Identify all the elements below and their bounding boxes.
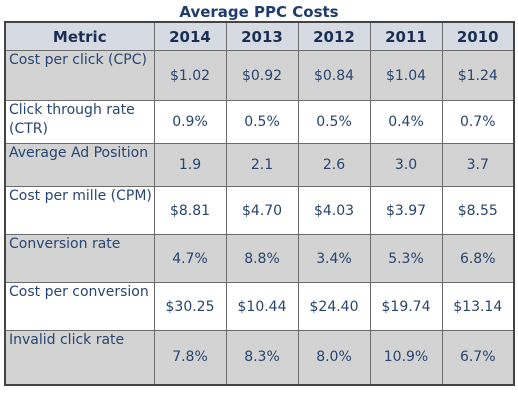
value-cell-2013: $0.92 (225, 50, 299, 101)
header-row: Metric 2014 2013 2012 2011 2010 (4, 21, 515, 51)
header-year-2013: 2013 (225, 21, 299, 51)
value-cell-2010: 3.7 (441, 143, 515, 187)
metric-label: Cost per mille (CPM) (4, 186, 155, 235)
value-cell-2011: $1.04 (369, 50, 443, 101)
value-cell-2010: 6.7% (441, 330, 515, 385)
metric-label: Cost per conversion (4, 282, 155, 331)
table-row: Average Ad Position 1.9 2.1 2.6 3.0 3.7 (4, 143, 515, 187)
value-cell-2011: 0.4% (369, 100, 443, 144)
value-cell-2013: $10.44 (225, 282, 299, 331)
value-cell-2011: 10.9% (369, 330, 443, 385)
value-cell-2014: 4.7% (153, 234, 227, 283)
table-row: Click through rate (CTR) 0.9% 0.5% 0.5% 0.4%… (4, 100, 515, 144)
metric-label: Conversion rate (4, 234, 155, 283)
value-cell-2014: 1.9 (153, 143, 227, 187)
table-row: Cost per mille (CPM) $8.81 $4.70 $4.03 $3.97… (4, 186, 515, 235)
value-cell-2014: 0.9% (153, 100, 227, 144)
table-row: Cost per conversion $30.25 $10.44 $24.40 $19… (4, 282, 515, 331)
value-cell-2013: 2.1 (225, 143, 299, 187)
value-cell-2011: $3.97 (369, 186, 443, 235)
value-cell-2014: $30.25 (153, 282, 227, 331)
value-cell-2012: 8.0% (297, 330, 371, 385)
value-cell-2010: 6.8% (441, 234, 515, 283)
value-cell-2010: $13.14 (441, 282, 515, 331)
metric-label: Click through rate (CTR) (4, 100, 155, 144)
metric-label: Average Ad Position (4, 143, 155, 187)
metric-label: Invalid click rate (4, 330, 155, 385)
header-metric: Metric (4, 21, 155, 51)
table-row: Invalid click rate 7.8% 8.3% 8.0% 10.9% 6.7% (4, 330, 515, 385)
metric-label: Cost per click (CPC) (4, 50, 155, 101)
value-cell-2013: 8.8% (225, 234, 299, 283)
value-cell-2011: $19.74 (369, 282, 443, 331)
header-year-2012: 2012 (297, 21, 371, 51)
header-year-2010: 2010 (441, 21, 515, 51)
value-cell-2010: $1.24 (441, 50, 515, 101)
value-cell-2013: 8.3% (225, 330, 299, 385)
value-cell-2011: 3.0 (369, 143, 443, 187)
value-cell-2010: $8.55 (441, 186, 515, 235)
value-cell-2011: 5.3% (369, 234, 443, 283)
value-cell-2014: $1.02 (153, 50, 227, 101)
value-cell-2013: 0.5% (225, 100, 299, 144)
header-year-2011: 2011 (369, 21, 443, 51)
value-cell-2014: $8.81 (153, 186, 227, 235)
table-row: Cost per click (CPC) $1.02 $0.92 $0.84 $1.04… (4, 50, 515, 101)
ppc-costs-table: Metric 2014 2013 2012 2011 2010 Cost per… (4, 21, 515, 386)
table-title: Average PPC Costs (179, 3, 339, 21)
table-row: Conversion rate 4.7% 8.8% 3.4% 5.3% 6.8% (4, 234, 515, 283)
value-cell-2012: 3.4% (297, 234, 371, 283)
value-cell-2014: 7.8% (153, 330, 227, 385)
value-cell-2010: 0.7% (441, 100, 515, 144)
value-cell-2013: $4.70 (225, 186, 299, 235)
header-year-2014: 2014 (153, 21, 227, 51)
value-cell-2012: $0.84 (297, 50, 371, 101)
value-cell-2012: 2.6 (297, 143, 371, 187)
value-cell-2012: $24.40 (297, 282, 371, 331)
value-cell-2012: $4.03 (297, 186, 371, 235)
value-cell-2012: 0.5% (297, 100, 371, 144)
